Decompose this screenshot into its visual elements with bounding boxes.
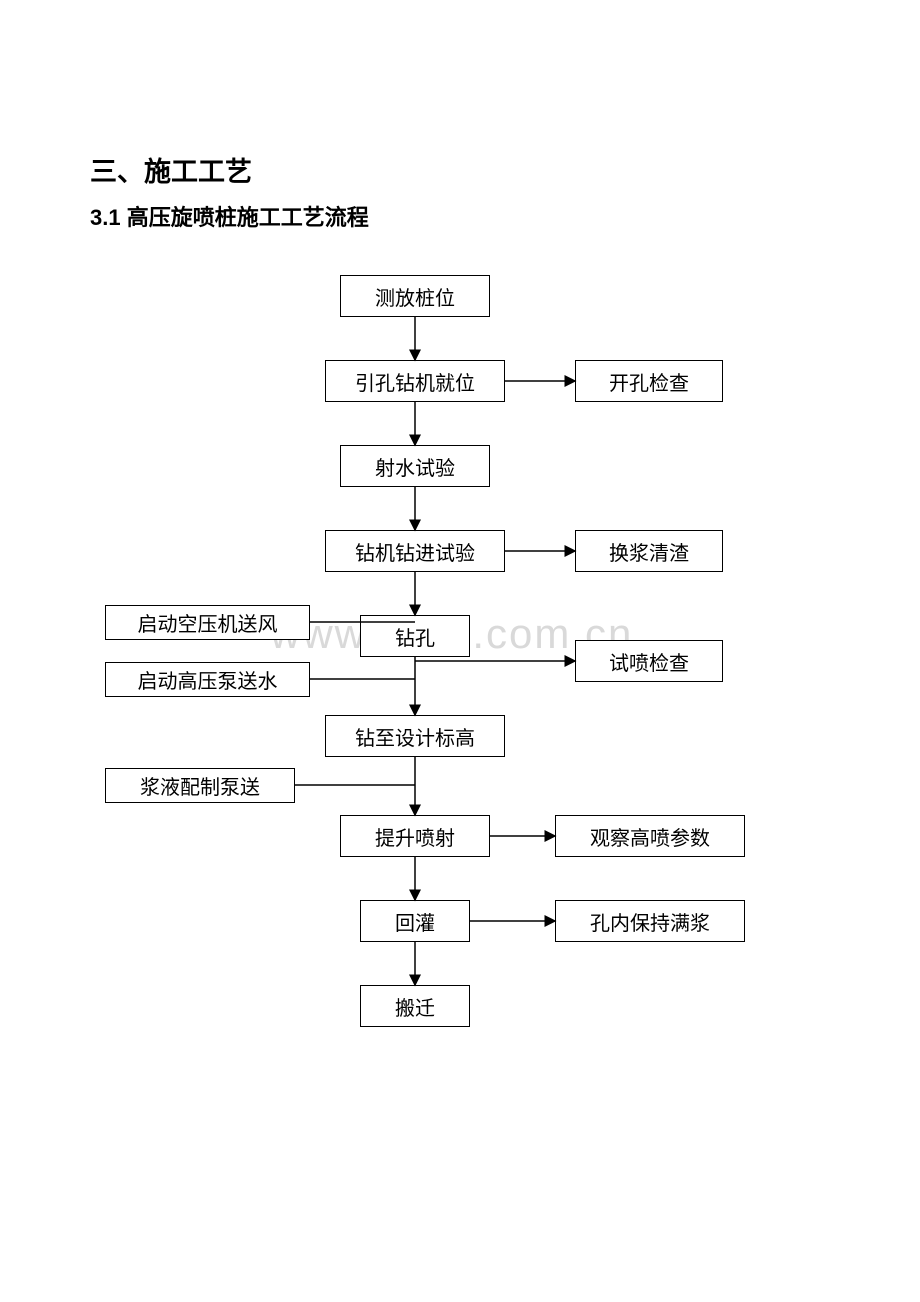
flow-node-n4: 射水试验 xyxy=(340,445,490,487)
flow-node-n9: 启动高压泵送水 xyxy=(105,662,310,697)
flow-node-n6: 换浆清渣 xyxy=(575,530,723,572)
flow-node-n3: 开孔检查 xyxy=(575,360,723,402)
flow-node-n8: 启动空压机送风 xyxy=(105,605,310,640)
flow-node-n1: 测放桩位 xyxy=(340,275,490,317)
flow-node-n14: 观察高喷参数 xyxy=(555,815,745,857)
flow-node-n17: 搬迁 xyxy=(360,985,470,1027)
flow-node-n11: 钻至设计标高 xyxy=(325,715,505,757)
flow-node-n12: 浆液配制泵送 xyxy=(105,768,295,803)
flow-node-n7: 钻孔 xyxy=(360,615,470,657)
flow-node-n10: 试喷检查 xyxy=(575,640,723,682)
flowchart-container: 测放桩位引孔钻机就位 开孔检查射水试验钻机钻进试验 换浆清渣钻孔 启动空压机送风启动高… xyxy=(0,0,920,1302)
flow-node-n16: 孔内保持满浆 xyxy=(555,900,745,942)
flow-node-n5: 钻机钻进试验 xyxy=(325,530,505,572)
flow-node-n13: 提升喷射 xyxy=(340,815,490,857)
flow-node-n2: 引孔钻机就位 xyxy=(325,360,505,402)
flow-node-n15: 回灌 xyxy=(360,900,470,942)
